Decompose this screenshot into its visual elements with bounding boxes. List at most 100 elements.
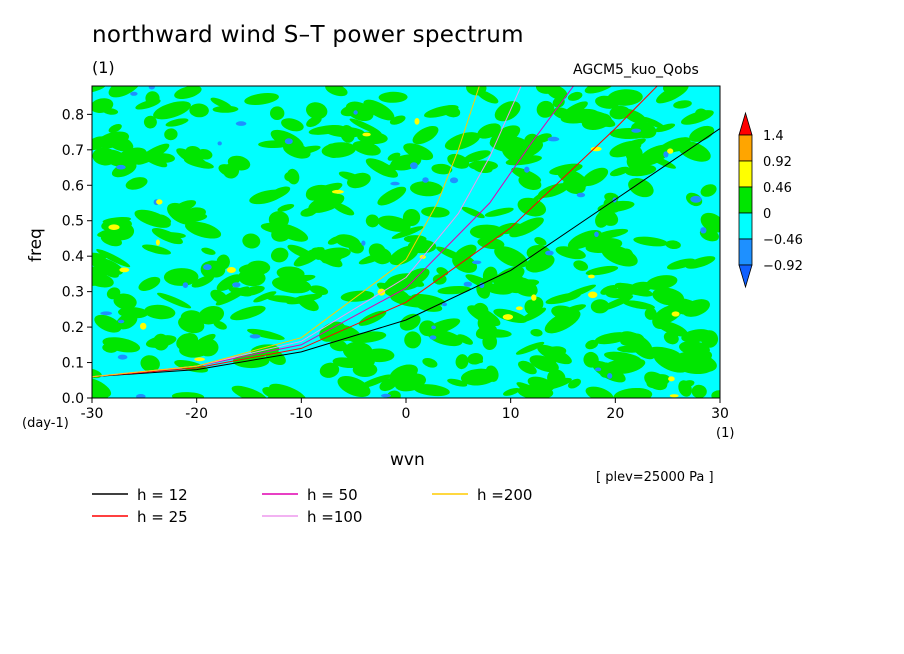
green-contour-patch [633,236,668,247]
green-contour-patch [145,335,177,348]
green-contour-patch [652,312,669,330]
yellow-contour-patch [119,267,130,273]
green-contour-patch [613,387,653,398]
green-contour-patch [483,283,513,295]
green-contour-patch [432,274,447,285]
green-contour-patch [145,91,160,106]
green-contour-patch [436,267,449,276]
green-contour-patch [270,247,289,263]
green-contour-patch [585,386,614,398]
colorbar-label: −0.92 [763,259,803,274]
green-contour-patch [377,215,411,232]
green-contour-patch [178,315,205,334]
green-contour-patch [231,385,268,398]
green-contour-patch [567,229,602,250]
green-contour-patch [103,149,128,167]
green-contour-patch [518,361,537,375]
green-contour-patch [593,228,629,240]
green-contour-patch [363,99,395,121]
green-contour-patch [689,125,715,142]
blue-contour-patch [441,302,448,307]
green-contour-patch [113,293,137,310]
green-contour-patch [482,266,498,284]
dispersion-curve-1 [92,86,658,378]
green-contour-patch [269,383,307,398]
blue-contour-patch [547,136,560,142]
blue-contour-patch [353,110,358,115]
y-tick-label: 0.5 [62,214,84,230]
green-contour-patch [391,226,424,239]
green-contour-patch [96,249,131,268]
green-contour-patch [158,214,172,224]
green-contour-patch [536,100,555,118]
blue-contour-patch [148,86,155,90]
y-tick-label: 0.2 [62,320,84,336]
yellow-contour-patch [588,274,595,279]
green-contour-patch [515,341,545,355]
green-contour-patch [365,158,398,178]
blue-contour-patch [136,394,146,398]
green-contour-patch [92,252,107,261]
green-contour-patch [413,384,450,397]
legend-label: h =100 [307,508,362,526]
green-contour-patch [494,246,528,268]
yellow-contour-patch [531,294,537,301]
green-contour-patch [293,247,325,267]
green-contour-patch [677,350,713,371]
yellow-contour-patch [108,224,120,230]
y-tick-label: 0.4 [62,249,84,265]
blue-contour-patch [361,240,366,246]
x-tick-label: 30 [711,406,729,422]
blue-contour-patch [235,121,247,126]
green-contour-patch [525,253,555,273]
x-tick-label: 10 [502,406,520,422]
green-contour-patch [171,392,205,398]
green-contour-patch [437,285,471,295]
green-contour-patch [142,244,171,255]
green-contour-patch [595,212,609,228]
green-contour-patch [216,274,242,291]
green-contour-patch [410,293,446,306]
green-contour-patch [213,320,227,330]
green-contour-patch [452,254,478,273]
y-tick-label: 0.0 [62,391,84,407]
green-contour-patch [614,282,653,297]
blue-contour-patch [524,166,530,173]
green-contour-patch [685,256,716,269]
green-contour-patch [116,313,138,330]
green-contour-patch [442,105,461,118]
green-contour-patch [609,140,642,158]
green-contour-patch [376,282,411,300]
green-contour-patch [463,150,491,163]
green-contour-patch [490,125,521,147]
green-contour-patch [657,137,691,155]
green-contour-patch [645,275,678,290]
green-contour-patch [140,355,160,372]
green-contour-patch [144,304,176,320]
green-contour-patch [191,275,214,288]
green-contour-patch [581,167,609,187]
green-contour-patch [509,217,544,238]
green-contour-patch [309,285,329,296]
y-tick-label: 0.8 [62,107,84,123]
blue-contour-patch [545,250,554,256]
green-contour-patch [167,202,197,225]
green-contour-patch [607,89,643,106]
yellow-contour-patch [669,394,679,398]
green-contour-patch [143,115,157,129]
blue-contour-patch [410,162,418,170]
green-contour-patch [165,118,189,127]
green-contour-patch [329,339,348,352]
green-contour-patch [530,328,543,337]
yellow-contour-patch [156,199,163,205]
yellow-contour-patch [502,314,514,320]
blue-contour-patch [203,264,212,271]
green-contour-patch [277,203,295,212]
green-contour-patch [193,333,216,348]
green-contour-patch [92,377,112,398]
green-contour-patch [622,300,655,310]
green-contour-patch [344,341,373,360]
green-contour-patch [476,90,499,104]
green-contour-patch [153,101,191,120]
